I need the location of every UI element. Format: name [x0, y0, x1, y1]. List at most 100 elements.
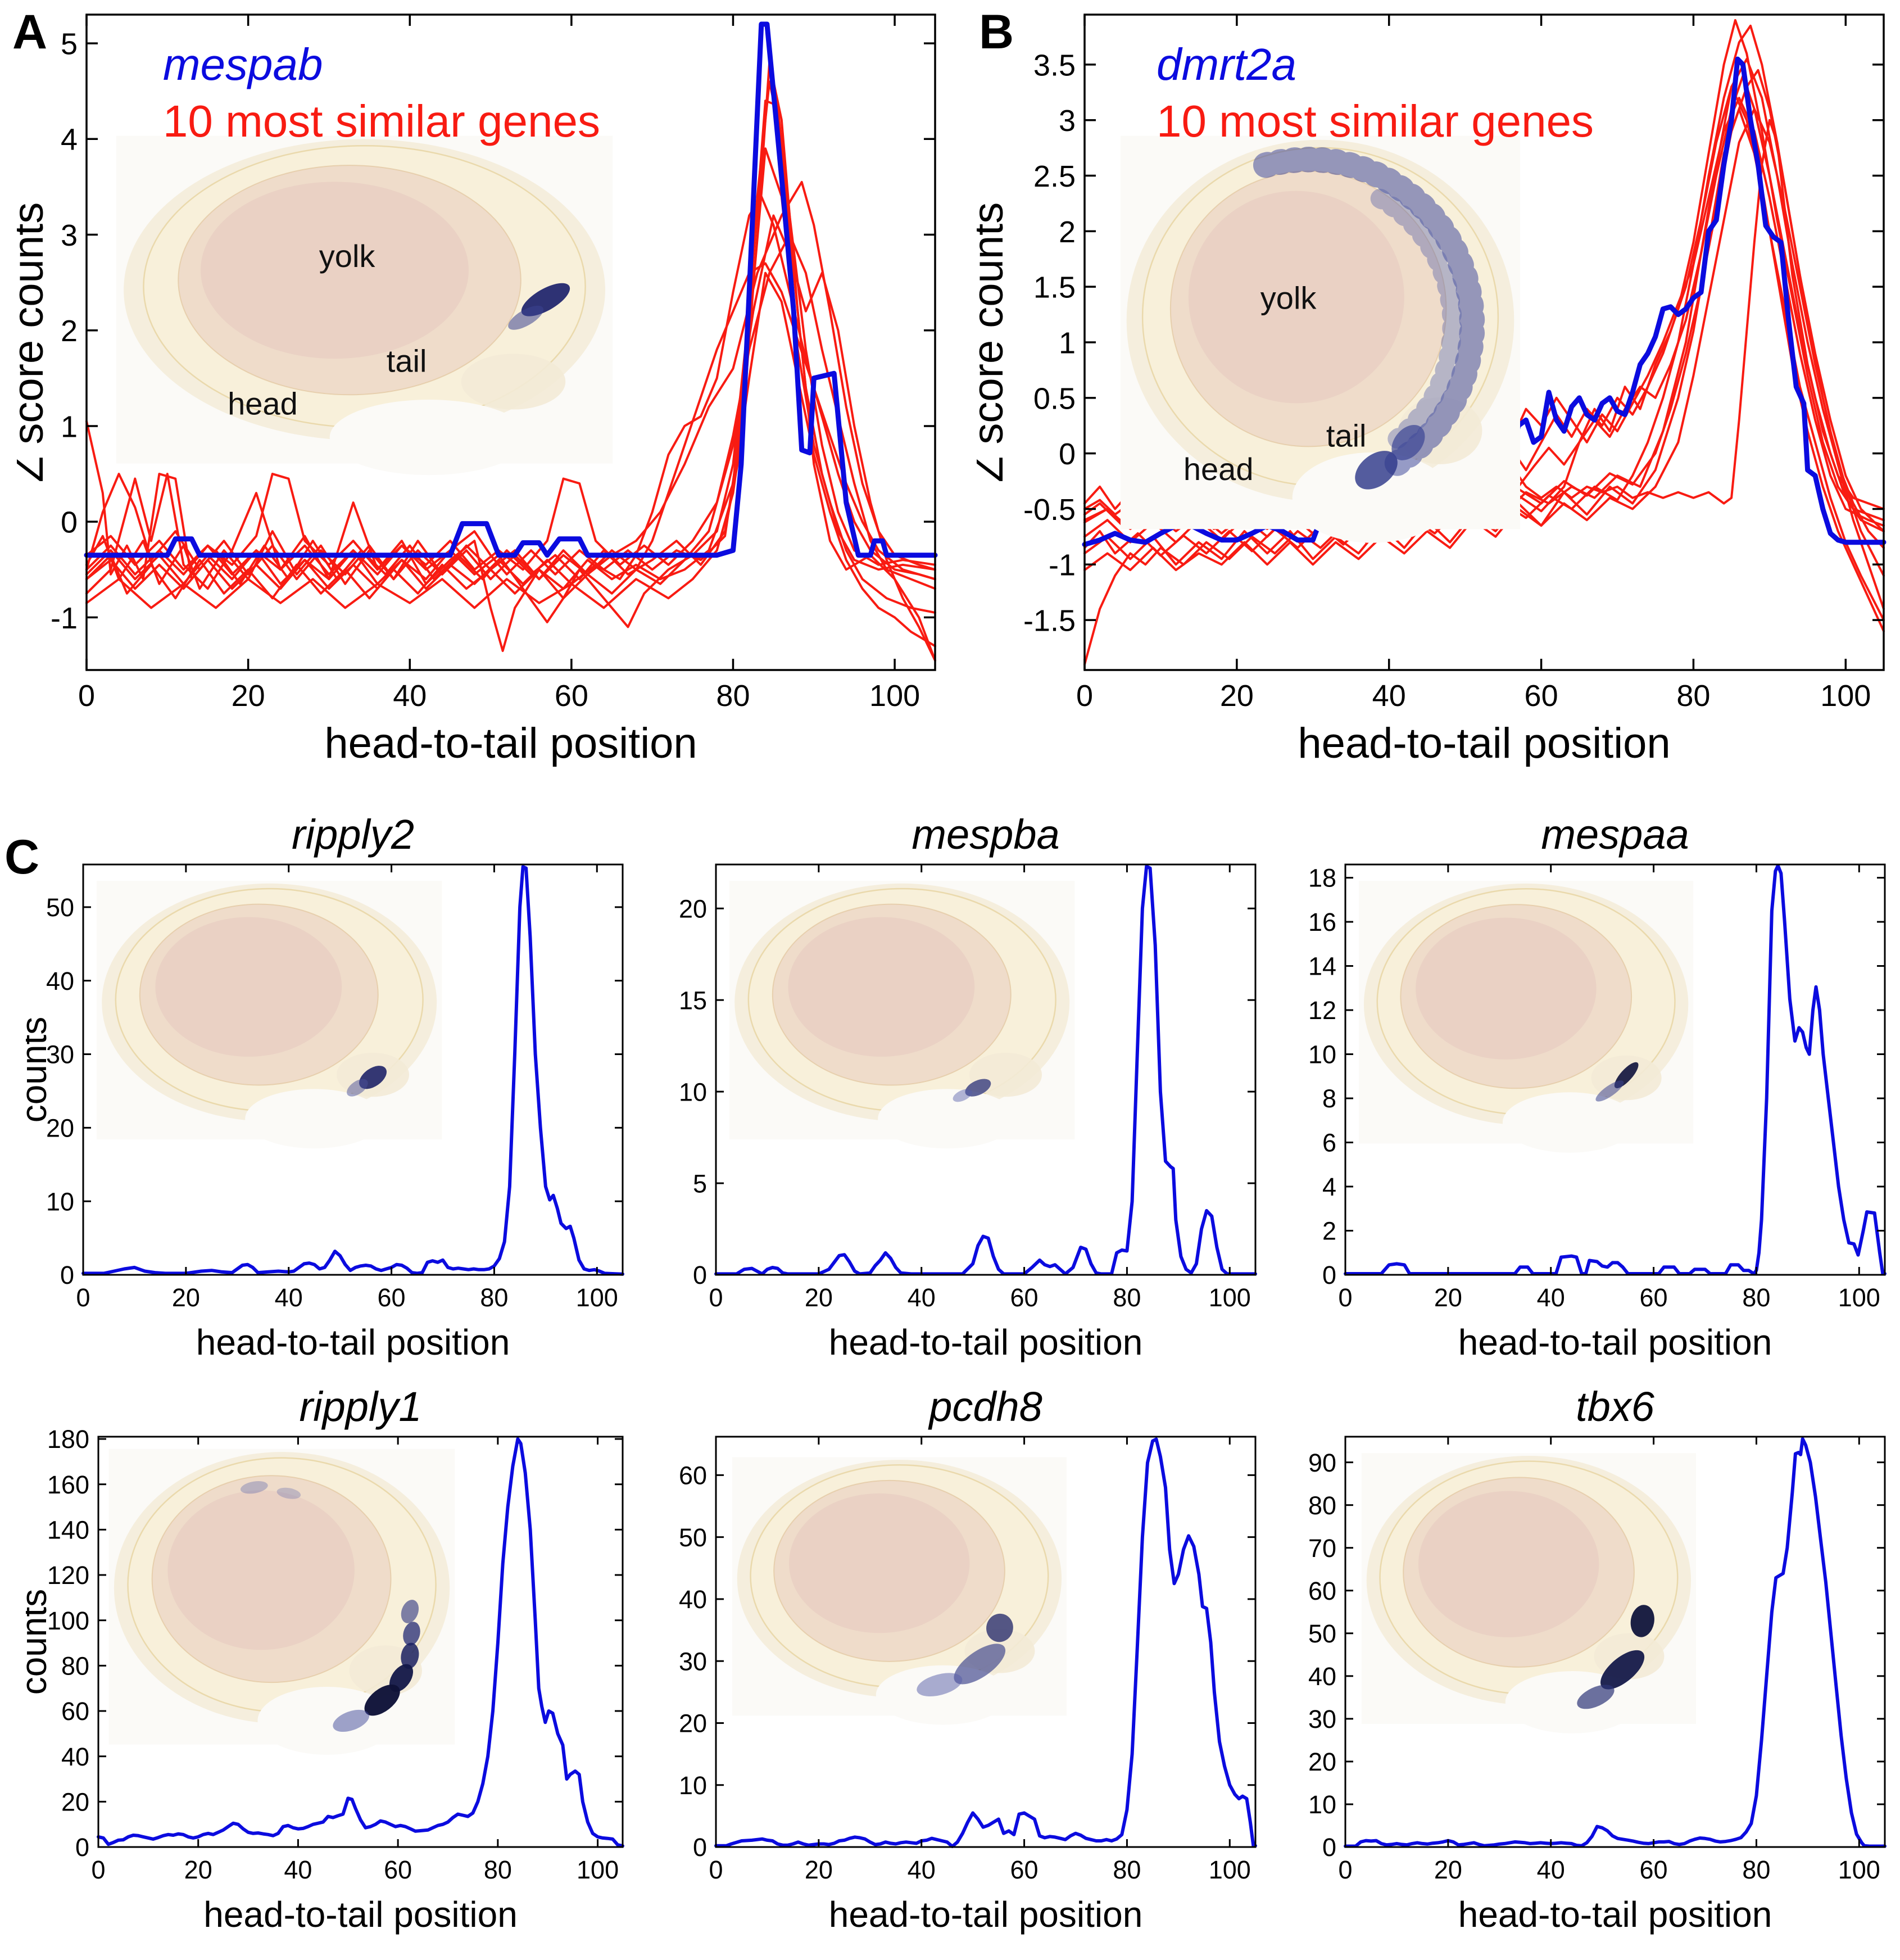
y-tick-label: 0 — [1322, 1833, 1336, 1862]
inset-label-head: head — [228, 386, 298, 421]
y-tick-label: 3.5 — [1033, 48, 1076, 82]
stain-blob — [953, 1089, 972, 1102]
y-tick-label: 2 — [1322, 1217, 1336, 1246]
chart-svg-tbx6: 0 20 40 60 80 100 0 10 20 30 40 50 60 70 80 90 head-to-t… — [1308, 1383, 1887, 1935]
y-tick-label: 10 — [679, 1078, 707, 1106]
plot-frame — [1344, 863, 1886, 1276]
embryo-yolk-blush — [1188, 191, 1404, 404]
y-tick-label: 12 — [1308, 996, 1336, 1025]
y-tick-label: -1.5 — [1023, 604, 1076, 638]
embryo-inset: yolk head tail — [1120, 135, 1520, 543]
x-tick-label: 80 — [1113, 1283, 1141, 1312]
y-tick-label: 10 — [46, 1187, 74, 1216]
y-tick-label: 0 — [1322, 1261, 1336, 1289]
x-axis-label: head-to-tail position — [196, 1322, 510, 1363]
stain-blob — [1391, 424, 1425, 460]
chart-mespba-counts: 0 20 40 60 80 100 0 5 10 15 20 head-to-tail positio… — [659, 811, 1266, 1385]
y-tick-label: 4 — [61, 123, 78, 157]
stain-blob — [1595, 1080, 1624, 1102]
x-tick-label: 80 — [1676, 679, 1710, 713]
y-tick-label: 14 — [1308, 952, 1336, 981]
embryo-yolk-blush — [167, 1490, 355, 1650]
stain-blob — [401, 1642, 419, 1669]
x-tick-label: 100 — [1838, 1855, 1880, 1884]
x-tick-label: 0 — [76, 1283, 90, 1312]
y-tick-label: 10 — [679, 1771, 707, 1800]
chart-title: mespaa — [1541, 816, 1689, 858]
x-tick-label: 80 — [484, 1855, 512, 1884]
y-tick-label: 90 — [1308, 1449, 1336, 1477]
embryo-inset — [732, 1457, 1067, 1725]
stain-blob — [364, 1684, 400, 1716]
embryo-yolk-blush — [788, 1493, 970, 1633]
x-tick-label: 0 — [91, 1855, 105, 1884]
stain-band — [1253, 146, 1485, 479]
embryo-yolk-blush — [155, 917, 342, 1057]
chart-svg-pcdh8: 0 20 40 60 80 100 0 10 20 30 40 50 60 head-to-tail po… — [679, 1383, 1257, 1935]
y-axis-label: Z score counts — [977, 202, 1012, 482]
series-mespaa — [1344, 864, 1887, 1275]
series-ripply2 — [81, 864, 624, 1276]
x-tick-label: 60 — [384, 1855, 412, 1884]
y-tick-label: 0.5 — [1033, 382, 1076, 415]
chart-tbx6-counts: 0 20 40 60 80 100 0 10 20 30 40 50 60 70 80 90 head-to-t… — [1288, 1383, 1895, 1957]
y-tick-label: 2.5 — [1033, 160, 1076, 193]
chart-mespab-zscore: 0 20 40 60 80 100 -1 0 1 2 3 4 5 head-to-tail positio… — [4, 0, 950, 787]
y-axis-label: Z score counts — [17, 202, 52, 482]
embryo-yolk-outline — [139, 903, 379, 1086]
stain-blob — [347, 1079, 368, 1097]
y-tick-label: 50 — [679, 1523, 707, 1552]
x-tick-label: 20 — [805, 1855, 833, 1884]
chart-ripply1-counts: 0 20 40 60 80 100 0 20 40 60 80 100 120 140 160 180 head… — [13, 1383, 633, 1957]
stain-blob — [403, 1622, 420, 1646]
x-axis-label: head-to-tail position — [829, 1322, 1143, 1363]
y-tick-label: 20 — [46, 1114, 74, 1143]
stain-blob — [917, 1673, 963, 1696]
x-tick-label: 60 — [1525, 679, 1558, 713]
x-axis-label: head-to-tail position — [829, 1894, 1143, 1935]
embryo-inset — [108, 1449, 455, 1755]
x-tick-label: 40 — [1372, 679, 1406, 713]
embryo-inset — [97, 881, 442, 1149]
legend-entry-1: 10 most similar genes — [1157, 96, 1594, 146]
stain-blob — [333, 1709, 370, 1732]
embryo-yolk-blush — [201, 182, 469, 359]
y-tick-label: 16 — [1308, 908, 1336, 936]
y-tick-label: 20 — [679, 1709, 707, 1738]
x-tick-label: 100 — [1820, 679, 1871, 713]
series-similar-3 — [85, 180, 936, 590]
x-tick-label: 60 — [1010, 1283, 1039, 1312]
plot-frame — [715, 1436, 1257, 1848]
series-mespab — [84, 21, 938, 558]
x-tick-label: 60 — [1010, 1855, 1039, 1884]
x-tick-label: 80 — [1742, 1855, 1770, 1884]
panel-label-b: B — [979, 5, 1014, 59]
y-tick-label: 1.5 — [1033, 271, 1076, 305]
y-tick-label: 10 — [1308, 1040, 1336, 1069]
stain-blob — [1355, 451, 1398, 490]
y-tick-label: 5 — [61, 28, 78, 61]
x-tick-label: 40 — [908, 1283, 936, 1312]
chart-svg-mespba: 0 20 40 60 80 100 0 5 10 15 20 head-to-tail positio… — [679, 811, 1257, 1363]
y-tick-label: 60 — [61, 1697, 89, 1726]
x-tick-label: 100 — [1838, 1283, 1880, 1312]
x-tick-label: 0 — [709, 1855, 723, 1884]
inset-label-tail: tail — [1326, 418, 1367, 453]
chart-svg-ripply2: 0 20 40 60 80 100 0 10 20 30 40 50 head-to-tail posi… — [13, 811, 624, 1363]
plot-frame — [82, 863, 624, 1276]
x-tick-label: 60 — [1640, 1283, 1668, 1312]
chart-svg-B: 0 20 40 60 80 100 -1.5 -1 -0.5 0 0.5 1 1.5 2 2.5 3 3.5 he… — [964, 13, 1887, 767]
y-tick-label: 0 — [1059, 437, 1076, 471]
series-similar-5 — [85, 262, 936, 581]
y-tick-label: 18 — [1308, 864, 1336, 893]
x-tick-label: 20 — [1434, 1855, 1462, 1884]
series-similar-4 — [85, 214, 936, 662]
chart-svg-ripply1: 0 20 40 60 80 100 0 20 40 60 80 100 120 140 160 180 head… — [13, 1383, 624, 1935]
embryo-tail-notch — [245, 1089, 383, 1149]
y-axis-label: counts — [26, 1017, 54, 1123]
x-tick-label: 60 — [378, 1283, 406, 1312]
stain-blob — [389, 1664, 414, 1692]
y-tick-label: 0 — [60, 1261, 74, 1289]
y-tick-label: 40 — [1308, 1662, 1336, 1691]
